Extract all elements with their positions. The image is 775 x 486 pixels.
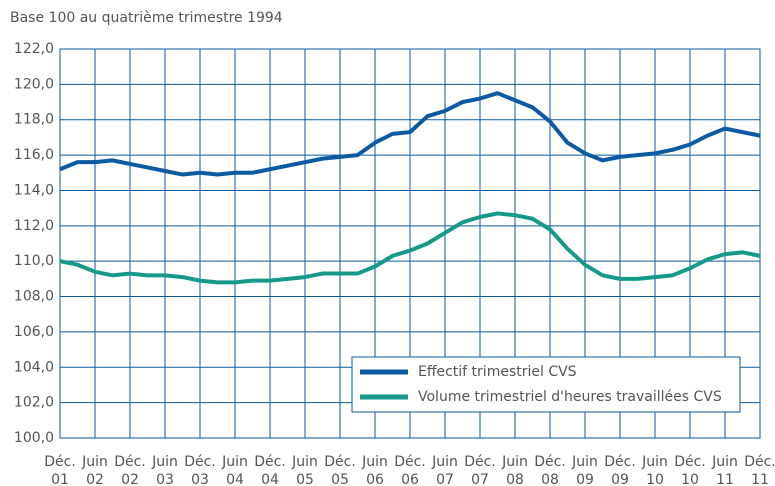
y-tick-label: 116,0 xyxy=(14,147,54,163)
x-tick-label: Juin 11 xyxy=(712,454,738,486)
x-tick-label: Juin 10 xyxy=(642,454,668,486)
x-tick-label: Déc. 03 xyxy=(184,454,216,486)
plot-frame xyxy=(59,48,761,439)
y-tick-label: 106,0 xyxy=(14,324,54,340)
x-tick-label: Déc. 05 xyxy=(324,454,356,486)
y-tick-label: 112,0 xyxy=(14,218,54,234)
y-tick-label: 110,0 xyxy=(14,253,54,269)
x-tick-label: Déc. 04 xyxy=(254,454,286,486)
x-tick-label: Déc. 08 xyxy=(534,454,566,486)
x-tick-label: Déc. 09 xyxy=(604,454,636,486)
x-tick-label: Juin 05 xyxy=(292,454,318,486)
y-tick-label: 108,0 xyxy=(14,289,54,305)
y-tick-label: 118,0 xyxy=(14,112,54,128)
legend-label: Effectif trimestriel CVS xyxy=(418,364,577,380)
x-tick-label: Déc. 07 xyxy=(464,454,496,486)
x-tick-label: Juin 02 xyxy=(82,454,108,486)
x-tick-label: Juin 07 xyxy=(432,454,458,486)
legend: Effectif trimestriel CVS Volume trimestri… xyxy=(351,356,741,413)
x-tick-label: Déc. 06 xyxy=(394,454,426,486)
x-tick-label: Juin 09 xyxy=(572,454,598,486)
legend-box xyxy=(351,356,741,413)
x-tick-label: Juin 06 xyxy=(362,454,388,486)
x-tick-label: Déc. 11 xyxy=(744,454,775,486)
x-tick-label: Juin 04 xyxy=(222,454,248,486)
chart-subtitle: Base 100 au quatrième trimestre 1994 xyxy=(10,10,283,26)
x-tick-label: Juin 03 xyxy=(152,454,178,486)
y-tick-label: 100,0 xyxy=(14,430,54,446)
y-tick-label: 122,0 xyxy=(14,41,54,57)
series-line xyxy=(59,91,761,177)
y-tick-label: 114,0 xyxy=(14,182,54,198)
x-tick-label: Déc. 10 xyxy=(674,454,706,486)
y-tick-label: 104,0 xyxy=(14,359,54,375)
series-line xyxy=(59,211,761,285)
x-tick-label: Juin 08 xyxy=(502,454,528,486)
x-tick-label: Déc. 01 xyxy=(44,454,76,486)
y-tick-label: 120,0 xyxy=(14,76,54,92)
legend-label: Volume trimestriel d'heures travaillées … xyxy=(418,389,722,405)
y-tick-label: 102,0 xyxy=(14,395,54,411)
x-tick-label: Déc. 02 xyxy=(114,454,146,486)
